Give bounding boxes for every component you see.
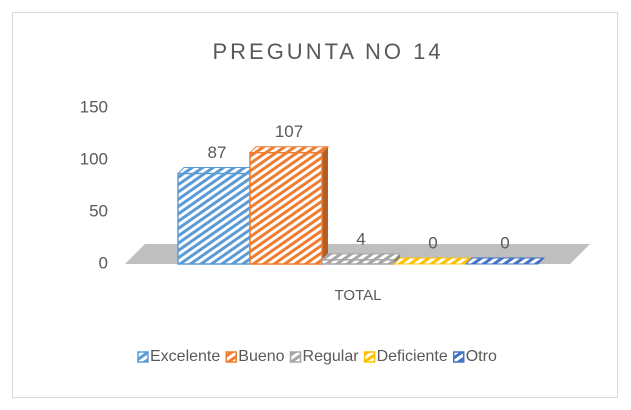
y-tick-label: 0 bbox=[99, 253, 108, 272]
bar-top bbox=[320, 253, 402, 261]
data-label: 4 bbox=[356, 229, 365, 248]
legend-swatch bbox=[363, 351, 376, 363]
bar-top bbox=[176, 167, 258, 175]
legend-swatch bbox=[225, 351, 238, 363]
bar bbox=[249, 151, 323, 265]
bar-top bbox=[248, 146, 330, 154]
bar bbox=[321, 259, 395, 265]
y-tick-label: 100 bbox=[80, 149, 108, 168]
y-tick-label: 50 bbox=[89, 201, 108, 220]
x-tick-label: TOTAL bbox=[335, 287, 382, 304]
chart-title: PREGUNTA NO 14 bbox=[212, 39, 443, 64]
data-label: 0 bbox=[500, 233, 509, 252]
data-label: 0 bbox=[428, 233, 437, 252]
legend-label: Excelente bbox=[150, 348, 220, 365]
data-label: 107 bbox=[275, 122, 303, 141]
bar-top bbox=[464, 257, 546, 265]
data-label: 87 bbox=[208, 143, 227, 162]
legend-label: Bueno bbox=[238, 348, 284, 365]
legend-label: Regular bbox=[303, 348, 360, 365]
legend-label: Otro bbox=[466, 348, 497, 365]
legend-swatch bbox=[137, 351, 149, 363]
legend-swatch bbox=[452, 351, 465, 363]
legend-label: Deficiente bbox=[377, 348, 448, 365]
bar-top bbox=[392, 257, 474, 265]
legend-swatch bbox=[289, 351, 302, 363]
bar-side bbox=[322, 146, 328, 264]
bar bbox=[177, 172, 251, 265]
bar-side bbox=[394, 253, 400, 264]
y-tick-label: 150 bbox=[80, 97, 108, 116]
